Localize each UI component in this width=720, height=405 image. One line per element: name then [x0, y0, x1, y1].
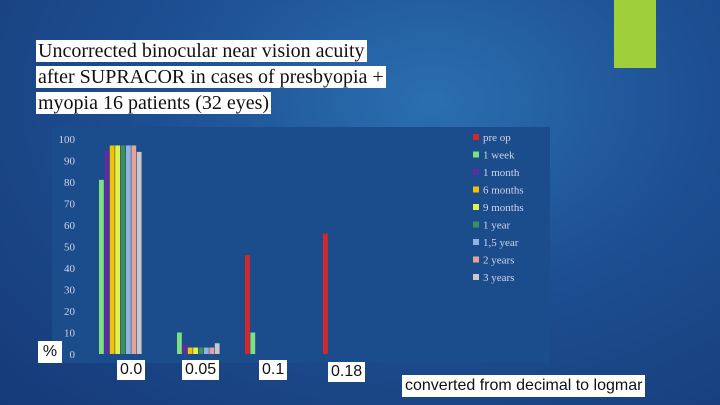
- bar: [323, 233, 328, 354]
- bar: [209, 347, 215, 354]
- category-label-3: 0.18: [328, 362, 366, 382]
- title-line-2-text: after SUPRACOR in cases of presbyopia +: [36, 66, 386, 88]
- title-line-3: myopia 16 patients (32 eyes): [36, 90, 486, 116]
- legend-swatch: [473, 151, 479, 158]
- y-tick-label: 100: [59, 134, 76, 146]
- y-tick-label: 40: [64, 263, 76, 275]
- bar: [115, 145, 120, 354]
- y-tick-label: 10: [64, 328, 76, 340]
- title-line-1-text: Uncorrected binocular near vision acuity: [36, 40, 367, 62]
- bar: [245, 255, 250, 354]
- legend-swatch: [473, 256, 479, 263]
- bar: [126, 145, 131, 354]
- legend-label: 1,5 year: [483, 237, 519, 249]
- title-line-1: Uncorrected binocular near vision acuity: [36, 38, 486, 64]
- legend-swatch: [473, 204, 479, 210]
- legend-swatch: [473, 186, 479, 193]
- accent-bar: [614, 0, 656, 68]
- y-tick-label: 20: [64, 306, 76, 318]
- bar: [99, 179, 104, 354]
- legend-label: 2 years: [483, 255, 514, 267]
- y-axis-label: %: [38, 341, 62, 363]
- legend-swatch: [473, 221, 479, 228]
- legend-label: 6 months: [483, 185, 524, 197]
- bar: [187, 347, 193, 354]
- bar: [198, 347, 204, 354]
- legend-label: 1 year: [483, 220, 511, 232]
- bar: [136, 151, 142, 354]
- y-tick-label: 0: [70, 349, 76, 361]
- bar: [131, 145, 137, 354]
- bar: [177, 332, 182, 354]
- y-tick-label: 30: [64, 285, 76, 297]
- legend-label: pre op: [483, 132, 511, 144]
- bar: [109, 145, 115, 354]
- slide-title: Uncorrected binocular near vision acuity…: [36, 38, 486, 116]
- legend-swatch: [473, 239, 479, 245]
- bar: [104, 149, 110, 354]
- legend-swatch: [473, 274, 479, 280]
- bar: [250, 332, 256, 354]
- legend-label: 1 week: [483, 150, 515, 162]
- y-tick-label: 60: [64, 220, 76, 232]
- y-tick-label: 80: [64, 177, 76, 189]
- y-tick-label: 50: [64, 242, 76, 254]
- title-line-3-text: myopia 16 patients (32 eyes): [36, 92, 272, 114]
- legend-label: 1 month: [483, 167, 520, 179]
- category-label-0: 0.0: [117, 360, 146, 380]
- bar: [120, 145, 126, 354]
- bar: [204, 347, 209, 354]
- y-tick-label: 90: [64, 156, 76, 168]
- legend-label: 3 years: [483, 272, 514, 284]
- legend-label: 9 months: [483, 202, 524, 214]
- footnote: converted from decimal to logmar: [402, 375, 646, 397]
- category-label-1: 0.05: [182, 360, 220, 380]
- category-label-2: 0.1: [259, 360, 288, 380]
- bar: [182, 343, 188, 354]
- legend-swatch: [473, 134, 479, 140]
- legend-swatch: [473, 169, 479, 175]
- bar: [214, 343, 220, 354]
- bar: [193, 347, 198, 354]
- y-tick-label: 70: [64, 199, 76, 211]
- title-line-2: after SUPRACOR in cases of presbyopia +: [36, 64, 486, 90]
